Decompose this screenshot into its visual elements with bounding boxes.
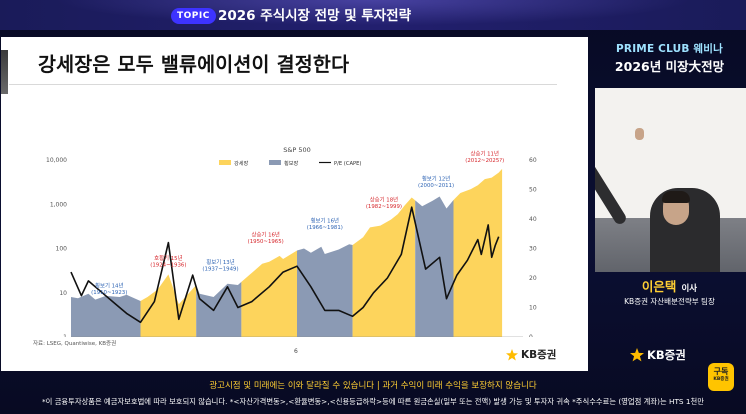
annotation-period-label: 횡보기 16년 <box>311 216 339 224</box>
subscribe-label: 구독 <box>713 367 729 376</box>
kb-star-icon <box>506 348 518 360</box>
speaker-department: KB증권 자산배분전략부 팀장 <box>624 297 715 306</box>
topic-badge: TOPIC <box>171 8 216 24</box>
slide-source-note: 자료: LSEG, Quantiwise, KB증권 <box>33 341 117 347</box>
legend-swatch <box>219 160 231 165</box>
legend-label: P/E (CAPE) <box>334 161 361 167</box>
y-right-tick-label: 30 <box>529 246 537 253</box>
y-right-tick-label: 10 <box>529 305 537 312</box>
annotation-period-years: (1910~1923) <box>91 290 127 296</box>
sp500-cape-chart: 1101001,00010,00001020304050601901191119… <box>46 146 537 337</box>
banner-glow <box>0 0 746 30</box>
kb-star-icon <box>630 348 644 362</box>
regime-area-bull-5 <box>352 197 416 337</box>
regime-area-sideways-2 <box>196 281 242 337</box>
broadcast-title: 2026 주식시장 전망 및 투자전략 <box>218 8 411 24</box>
speaker-caption: 이은택 이사 KB증권 자산배분전략부 팀장 <box>593 276 746 306</box>
y-right-tick-label: 20 <box>529 275 537 282</box>
annotation-period-years: (1924~1936) <box>150 262 186 268</box>
legend-label: 강세장 <box>234 159 249 167</box>
y-left-tick-label: 1 <box>63 334 67 337</box>
speaker-hand <box>635 128 644 140</box>
y-left-tick-label: 1,000 <box>50 201 67 208</box>
legend-swatch <box>269 160 281 165</box>
slide-page-number: 6 <box>294 348 298 355</box>
y-left-tick-label: 10 <box>59 290 67 297</box>
annotation-period-years: (1950~1965) <box>248 239 284 245</box>
slide-accent-band <box>1 50 8 94</box>
regime-area-sideways-6 <box>415 196 454 337</box>
subscribe-button[interactable]: 구독 KB증권 <box>708 363 734 391</box>
broadcaster-logo: KB증권 <box>630 347 686 363</box>
y-right-tick-label: 50 <box>529 187 537 194</box>
annotation-period-years: (1982~1999) <box>366 204 402 210</box>
y-right-tick-label: 60 <box>529 157 537 164</box>
subscribe-brand: KB증권 <box>713 377 729 382</box>
cape-line <box>70 206 500 324</box>
slide-kb-logo: KB증권 <box>506 347 556 362</box>
slide-title: 강세장은 모두 밸류에이션이 결정한다 <box>38 53 350 76</box>
broadcaster-logo-text: KB증권 <box>647 348 686 362</box>
speaker-hair <box>662 191 690 203</box>
annotation-period-years: (2012~2025?) <box>465 158 504 164</box>
annotation-period-years: (2000~2011) <box>418 183 454 189</box>
annotation-period-label: 상승기 16년 <box>251 231 279 239</box>
regime-area-sideways-0 <box>71 293 141 337</box>
speaker-name: 이은택 <box>641 279 677 294</box>
webinar-title-panel: PRIME CLUB 웨비나 2026년 미장大전망 <box>593 40 746 76</box>
regime-area-bull-1 <box>140 274 197 337</box>
investment-warning: 광고시점 및 미래에는 이와 달라질 수 있습니다 | 과거 수익이 미래 수익… <box>209 381 537 391</box>
slide-divider <box>9 84 557 85</box>
slide-logo-text: KB증권 <box>521 349 557 361</box>
legal-disclaimer: *이 금융투자상품은 예금자보호법에 따라 보호되지 않습니다. *<자산가격변… <box>42 397 704 406</box>
speaker-video <box>595 88 746 272</box>
speaker-rank: 이사 <box>681 284 698 294</box>
webinar-series-name: PRIME CLUB 웨비나 <box>616 43 723 55</box>
annotation-period-label: 횡보기 14년 <box>95 282 123 290</box>
annotation-period-label: 상승기 11년 <box>471 150 499 158</box>
top-banner: TOPIC 2026 주식시장 전망 및 투자전략 <box>0 0 746 30</box>
annotation-period-label: 횡보기 13년 <box>206 258 234 266</box>
chart-title: S&P 500 <box>283 146 311 154</box>
webinar-episode-title: 2026년 미장大전망 <box>614 59 725 74</box>
annotation-period-label: 상승기 18년 <box>370 196 398 204</box>
y-right-tick-label: 40 <box>529 216 537 223</box>
annotation-period-label: 호황기 15년 <box>154 254 182 262</box>
y-left-tick-label: 100 <box>56 246 68 253</box>
regime-area-bull-7 <box>453 168 503 337</box>
legend-label: 횡보장 <box>284 159 299 167</box>
regime-area-bull-3 <box>241 250 297 337</box>
annotation-period-label: 횡보기 12년 <box>422 175 450 183</box>
y-left-tick-label: 10,000 <box>46 157 67 164</box>
annotation-period-years: (1937~1949) <box>202 266 238 272</box>
y-right-tick-label: 0 <box>529 334 533 337</box>
presentation-slide: 강세장은 모두 밸류에이션이 결정한다 1 10 100 1,000 10,000 0 10… <box>1 37 588 371</box>
regime-area-sideways-4 <box>297 244 353 337</box>
annotation-period-years: (1966~1981) <box>307 225 343 231</box>
